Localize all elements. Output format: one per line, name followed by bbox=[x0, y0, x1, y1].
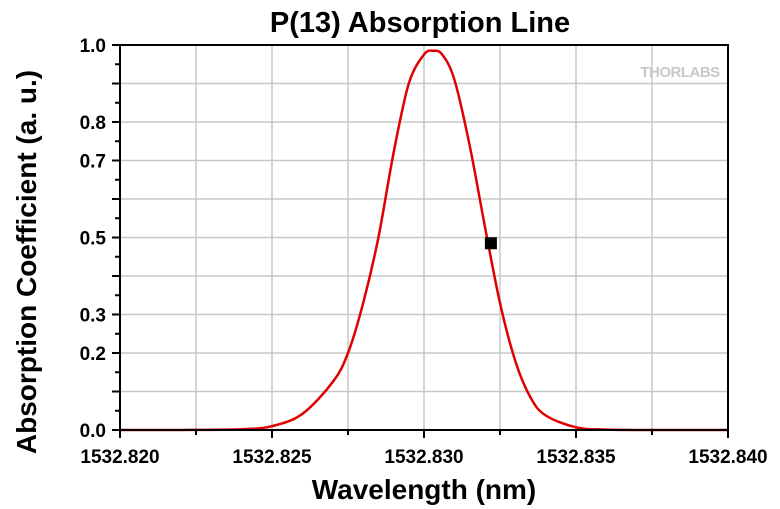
y-tick-label: 0.5 bbox=[80, 229, 107, 250]
grid bbox=[120, 45, 728, 430]
y-tick-label: 0.2 bbox=[80, 344, 106, 365]
x-tick-label: 1532.840 bbox=[688, 447, 767, 468]
x-tick-label: 1532.835 bbox=[536, 447, 616, 468]
y-axis-title: Absorption Coefficient (a. u.) bbox=[11, 70, 42, 454]
data-point-marker bbox=[484, 237, 497, 250]
y-tick-label: 1.0 bbox=[80, 36, 106, 57]
y-tick-label: 0.3 bbox=[80, 306, 106, 327]
chart-title: P(13) Absorption Line bbox=[270, 7, 570, 39]
axes: 1532.820 1532.825 1532.830 1532.835 1532.840… bbox=[80, 36, 768, 468]
x-axis-title: Wavelength (nm) bbox=[312, 474, 537, 505]
y-tick-label: 0.7 bbox=[80, 152, 106, 173]
absorption-curve bbox=[119, 49, 729, 432]
y-tick-label: 0.8 bbox=[80, 113, 106, 134]
plot-area bbox=[119, 49, 729, 432]
x-tick-label: 1532.825 bbox=[232, 447, 312, 468]
x-tick-label: 1532.820 bbox=[80, 447, 159, 468]
y-tick-label: 0.0 bbox=[80, 421, 106, 442]
thorlabs-logo: THORLABS bbox=[640, 64, 720, 81]
x-tick-label: 1532.830 bbox=[384, 447, 463, 468]
